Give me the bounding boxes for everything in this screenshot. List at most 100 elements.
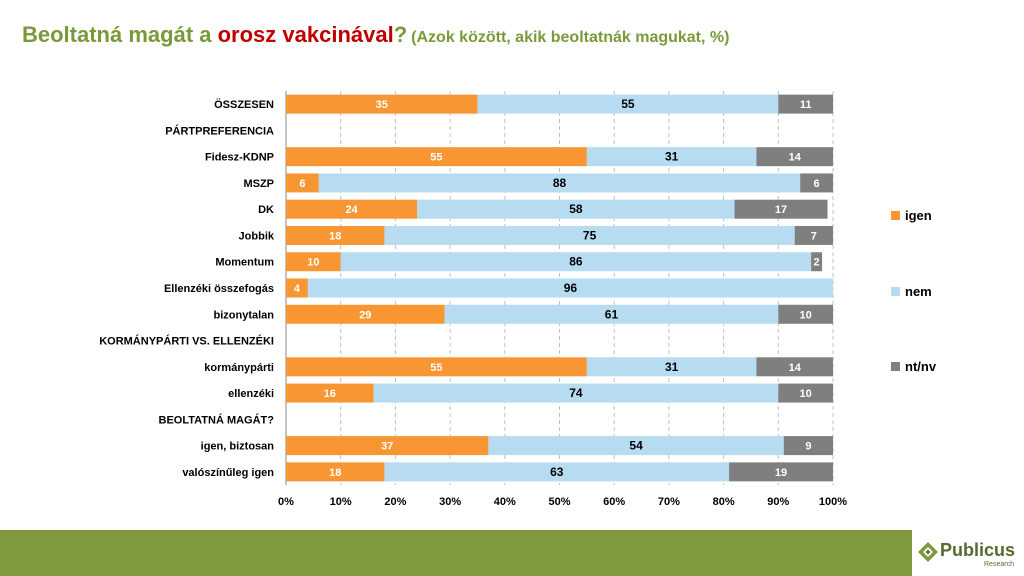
bar-nt-nv-mszp bbox=[800, 173, 833, 193]
data-label-nt-nv: 10 bbox=[800, 309, 812, 321]
data-label-nem: 55 bbox=[621, 97, 635, 111]
bar-igen-momentum bbox=[286, 252, 341, 272]
bar-nem-kormanyparti bbox=[586, 357, 757, 377]
legend-label-nt-nv: nt/nv bbox=[905, 359, 937, 374]
category-label: Fidesz-KDNP bbox=[205, 152, 274, 164]
legend-label-igen: igen bbox=[905, 208, 932, 223]
x-tick-label: 20% bbox=[384, 496, 406, 508]
bar-nem-momentum bbox=[340, 252, 812, 272]
bar-nt-nv-dk bbox=[734, 199, 828, 219]
category-label: kormánypárti bbox=[204, 362, 274, 374]
data-label-nt-nv: 7 bbox=[811, 230, 817, 242]
bar-igen-osszesen bbox=[286, 94, 478, 114]
bar-nem-fidesz-kdnp bbox=[586, 147, 757, 167]
data-label-nem: 58 bbox=[569, 202, 583, 216]
data-label-nt-nv: 10 bbox=[800, 388, 812, 400]
bar-igen-mszp bbox=[286, 173, 319, 193]
category-label: ellenzéki bbox=[228, 388, 274, 400]
bar-nem-ellenzeki-osszefogas bbox=[307, 278, 833, 298]
data-label-nem: 86 bbox=[569, 255, 583, 269]
bar-nem-bizonytalan bbox=[444, 304, 779, 324]
category-label: KORMÁNYPÁRTI VS. ELLENZÉKI bbox=[99, 335, 274, 348]
x-tick-label: 90% bbox=[767, 496, 789, 508]
bar-nt-nv-kormanyparti bbox=[756, 357, 833, 377]
bar-nt-nv-igen-biztosan bbox=[783, 436, 833, 456]
x-tick-label: 70% bbox=[658, 496, 680, 508]
category-label: bizonytalan bbox=[213, 309, 274, 321]
legend-label-nem: nem bbox=[905, 284, 932, 299]
data-label-nt-nv: 6 bbox=[814, 178, 820, 190]
bar-nt-nv-ellenzeki bbox=[778, 383, 833, 403]
bar-igen-ellenzeki-osszefogas bbox=[286, 278, 308, 298]
category-label: Momentum bbox=[215, 257, 274, 269]
data-label-igen: 24 bbox=[346, 204, 359, 216]
data-label-nt-nv: 14 bbox=[789, 152, 802, 164]
bar-nt-nv-momentum bbox=[811, 252, 823, 272]
data-label-nem: 54 bbox=[629, 439, 643, 453]
category-label: valószínűleg igen bbox=[182, 467, 274, 479]
legend-swatch-nt-nv bbox=[891, 362, 900, 371]
data-label-igen: 37 bbox=[381, 441, 393, 453]
data-label-igen: 35 bbox=[376, 99, 388, 111]
bar-igen-bizonytalan bbox=[286, 304, 445, 324]
data-label-igen: 6 bbox=[299, 178, 305, 190]
bar-nem-dk bbox=[417, 199, 735, 219]
data-label-nt-nv: 14 bbox=[789, 362, 802, 374]
bar-nem-osszesen bbox=[477, 94, 779, 114]
data-label-igen: 18 bbox=[329, 467, 341, 479]
data-label-nt-nv: 9 bbox=[805, 441, 811, 453]
bar-nem-jobbik bbox=[384, 225, 795, 245]
category-label: ÖSSZESEN bbox=[214, 98, 274, 111]
publicus-logo: Publicus Research bbox=[912, 530, 1024, 576]
stacked-bar-chart: 0% 10% 20% 30% 40% 50% 60% 70% 80% 90% 100% ÖSSZESE… bbox=[99, 91, 937, 508]
x-tick-label: 10% bbox=[330, 496, 352, 508]
data-label-igen: 4 bbox=[294, 283, 301, 295]
x-tick-label: 40% bbox=[494, 496, 516, 508]
data-label-igen: 55 bbox=[430, 152, 442, 164]
data-label-igen: 10 bbox=[307, 257, 319, 269]
title-question-mark: ? bbox=[393, 22, 408, 47]
bar-nem-mszp bbox=[318, 173, 801, 193]
publicus-logo-icon bbox=[918, 542, 938, 562]
x-tick-label: 60% bbox=[603, 496, 625, 508]
data-label-igen: 55 bbox=[430, 362, 442, 374]
data-label-nem: 63 bbox=[550, 465, 564, 479]
bar-nt-nv-bizonytalan bbox=[778, 304, 833, 324]
category-label: DK bbox=[258, 204, 274, 216]
bar-nt-nv-fidesz-kdnp bbox=[756, 147, 833, 167]
bar-igen-ellenzeki bbox=[286, 383, 374, 403]
data-label-nt-nv: 19 bbox=[775, 467, 787, 479]
data-label-nem: 31 bbox=[665, 150, 679, 164]
data-label-igen: 16 bbox=[324, 388, 336, 400]
data-label-nem: 31 bbox=[665, 360, 679, 374]
bar-nt-nv-jobbik bbox=[794, 225, 833, 245]
bar-nt-nv-valoszinuleg-igen bbox=[729, 462, 833, 482]
data-label-igen: 29 bbox=[359, 309, 371, 321]
category-label: igen, biztosan bbox=[201, 441, 275, 453]
legend-swatch-nem bbox=[891, 287, 900, 296]
title-part1: Beoltatná magát a bbox=[22, 22, 218, 47]
bar-igen-kormanyparti bbox=[286, 357, 587, 377]
data-label-nem: 96 bbox=[564, 281, 578, 295]
x-tick-label: 0% bbox=[278, 496, 294, 508]
chart-subtitle: (Azok között, akik beoltatnák magukat, %… bbox=[411, 29, 730, 46]
bar-nem-valoszinuleg-igen bbox=[384, 462, 730, 482]
data-label-nem: 88 bbox=[553, 176, 567, 190]
chart-title: Beoltatná magát a orosz vakcinával? (Azok… bbox=[22, 22, 729, 48]
bar-nt-nv-osszesen bbox=[778, 94, 833, 114]
category-label: Jobbik bbox=[239, 230, 275, 242]
data-label-nem: 75 bbox=[583, 228, 597, 242]
footer-band bbox=[0, 530, 1024, 576]
title-highlight: orosz vakcinával bbox=[217, 22, 394, 47]
category-label: Ellenzéki összefogás bbox=[164, 283, 274, 295]
x-tick-label: 80% bbox=[713, 496, 735, 508]
data-label-nt-nv: 2 bbox=[814, 257, 820, 269]
category-label: PÁRTPREFERENCIA bbox=[165, 124, 274, 137]
x-tick-label: 30% bbox=[439, 496, 461, 508]
logo-name: Publicus bbox=[940, 540, 1016, 560]
logo-subtitle: Research bbox=[984, 561, 1014, 568]
data-label-nt-nv: 11 bbox=[800, 99, 812, 111]
x-tick-label: 50% bbox=[548, 496, 570, 508]
category-label: MSZP bbox=[243, 178, 274, 190]
category-label: BEOLTATNÁ MAGÁT? bbox=[159, 413, 275, 426]
